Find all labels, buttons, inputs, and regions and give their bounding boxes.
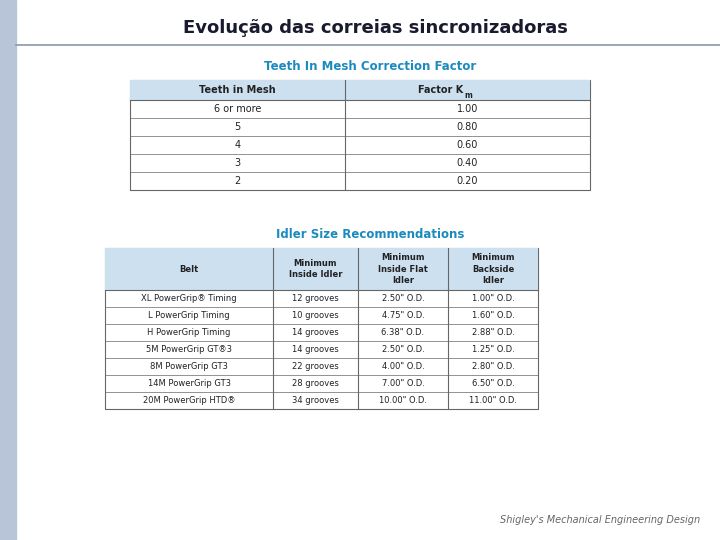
Text: 2: 2 [235, 176, 240, 186]
Text: Minimum
Inside Flat
Idler: Minimum Inside Flat Idler [378, 253, 428, 285]
Text: 22 grooves: 22 grooves [292, 362, 339, 371]
Text: 5M PowerGrip GT®3: 5M PowerGrip GT®3 [146, 345, 232, 354]
Text: 28 grooves: 28 grooves [292, 379, 339, 388]
Text: 34 grooves: 34 grooves [292, 396, 339, 405]
Text: 0.40: 0.40 [456, 158, 478, 168]
Bar [130, 80, 590, 190]
Text: 2.50" O.D.: 2.50" O.D. [382, 345, 424, 354]
Text: 1.00" O.D.: 1.00" O.D. [472, 294, 514, 303]
Text: 12 grooves: 12 grooves [292, 294, 339, 303]
Text: Teeth in Mesh: Teeth in Mesh [199, 85, 276, 95]
Text: 0.60: 0.60 [456, 140, 478, 150]
Text: Evolução das correias sincronizadoras: Evolução das correias sincronizadoras [183, 19, 567, 37]
Text: 20M PowerGrip HTD®: 20M PowerGrip HTD® [143, 396, 235, 405]
Bar [0, 0, 16, 540]
Text: L PowerGrip Timing: L PowerGrip Timing [148, 311, 230, 320]
Bar [105, 248, 538, 290]
Text: 6 or more: 6 or more [214, 104, 261, 114]
Text: 1.25" O.D.: 1.25" O.D. [472, 345, 514, 354]
Text: 10.00" O.D.: 10.00" O.D. [379, 396, 427, 405]
Text: H PowerGrip Timing: H PowerGrip Timing [148, 328, 230, 337]
Text: 1.00: 1.00 [456, 104, 478, 114]
Text: 7.00" O.D.: 7.00" O.D. [382, 379, 424, 388]
Text: 2.80" O.D.: 2.80" O.D. [472, 362, 514, 371]
Text: 11.00" O.D.: 11.00" O.D. [469, 396, 517, 405]
Text: 4.75" O.D.: 4.75" O.D. [382, 311, 424, 320]
Text: 2.88" O.D.: 2.88" O.D. [472, 328, 515, 337]
Text: Factor K: Factor K [418, 85, 464, 95]
Text: 1.60" O.D.: 1.60" O.D. [472, 311, 514, 320]
Text: 6.50" O.D.: 6.50" O.D. [472, 379, 514, 388]
Text: 3: 3 [235, 158, 240, 168]
Text: Teeth In Mesh Correction Factor: Teeth In Mesh Correction Factor [264, 60, 476, 73]
Text: 0.80: 0.80 [456, 122, 478, 132]
Text: Minimum
Backside
Idler: Minimum Backside Idler [472, 253, 515, 285]
Text: 10 grooves: 10 grooves [292, 311, 339, 320]
Text: Idler Size Recommendations: Idler Size Recommendations [276, 228, 464, 241]
Text: Minimum
Inside Idler: Minimum Inside Idler [289, 259, 342, 279]
Text: XL PowerGrip® Timing: XL PowerGrip® Timing [141, 294, 237, 303]
Text: 14 grooves: 14 grooves [292, 345, 339, 354]
Text: m: m [464, 91, 472, 100]
Text: 5: 5 [235, 122, 240, 132]
Bar [130, 80, 590, 100]
Text: 14M PowerGrip GT3: 14M PowerGrip GT3 [148, 379, 230, 388]
Text: Belt: Belt [179, 265, 199, 273]
Text: Shigley's Mechanical Engineering Design: Shigley's Mechanical Engineering Design [500, 515, 700, 525]
Text: 0.20: 0.20 [456, 176, 478, 186]
Bar [105, 248, 538, 409]
Text: 4: 4 [235, 140, 240, 150]
Text: 4.00" O.D.: 4.00" O.D. [382, 362, 424, 371]
Text: 2.50" O.D.: 2.50" O.D. [382, 294, 424, 303]
Text: 6.38" O.D.: 6.38" O.D. [382, 328, 425, 337]
Text: 8M PowerGrip GT3: 8M PowerGrip GT3 [150, 362, 228, 371]
Text: 14 grooves: 14 grooves [292, 328, 339, 337]
